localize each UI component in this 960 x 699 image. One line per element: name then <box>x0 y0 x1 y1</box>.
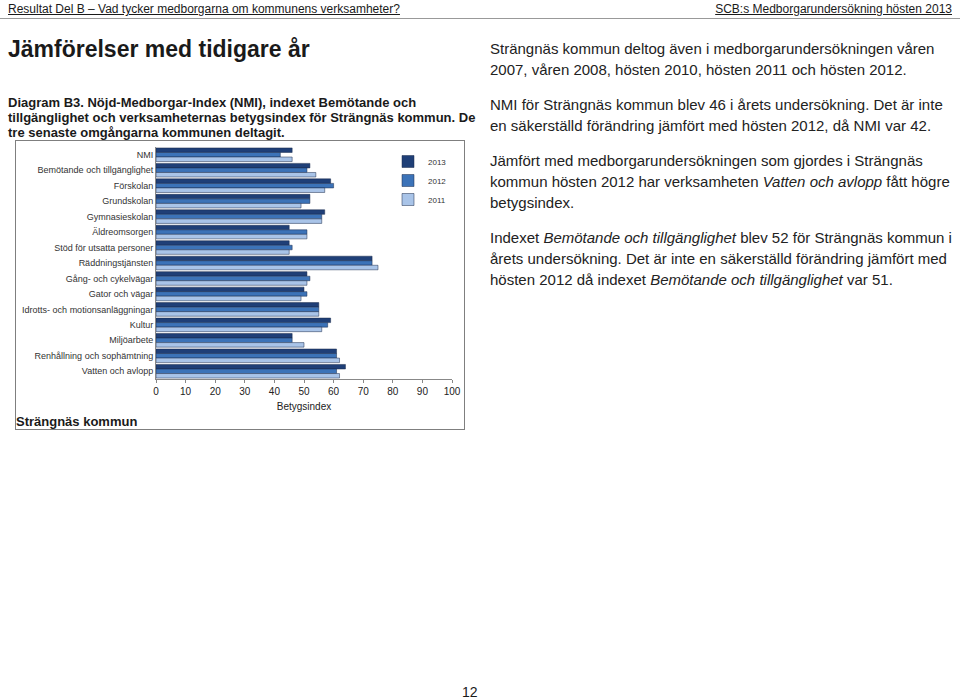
svg-text:80: 80 <box>387 386 399 397</box>
svg-text:Grundskolan: Grundskolan <box>102 196 153 206</box>
svg-text:100: 100 <box>444 386 461 397</box>
svg-text:Betygsindex: Betygsindex <box>277 401 331 412</box>
svg-text:Renhållning och sophämtning: Renhållning och sophämtning <box>35 351 154 361</box>
svg-text:Stöd för utsatta personer: Stöd för utsatta personer <box>54 243 153 253</box>
html-text:Jämförelser med tidigare år: Jämförelser med tidigare år <box>8 36 310 62</box>
svg-text:Gator och vägar: Gator och vägar <box>89 289 154 299</box>
html-text:Diagram B3. Nöjd-Medborgar-Ind: Diagram B3. Nöjd-Medborgar-Index (NMI), … <box>8 95 476 140</box>
svg-text:40: 40 <box>269 386 281 397</box>
html-text:Jämfört med medborgarundersökn: Jämfört med medborgarundersökningen som … <box>490 152 950 211</box>
svg-text:Gymnasieskolan: Gymnasieskolan <box>87 212 154 222</box>
svg-text:50: 50 <box>298 386 310 397</box>
svg-text:10: 10 <box>180 386 192 397</box>
svg-text:Idrotts- och motionsanläggning: Idrotts- och motionsanläggningar <box>22 305 153 315</box>
svg-text:0: 0 <box>153 386 159 397</box>
svg-text:60: 60 <box>328 386 340 397</box>
svg-text:2013: 2013 <box>428 158 446 167</box>
html-text:12: 12 <box>462 684 478 699</box>
svg-text:Vatten och avlopp: Vatten och avlopp <box>82 366 153 376</box>
svg-text:Räddningstjänsten: Räddningstjänsten <box>79 258 154 268</box>
svg-text:2012: 2012 <box>428 177 446 186</box>
html-text:Strängnäs kommun deltog även i: Strängnäs kommun deltog även i medborgar… <box>490 40 935 78</box>
svg-text:70: 70 <box>358 386 370 397</box>
html-text:Strängnäs kommun: Strängnäs kommun <box>16 414 138 429</box>
svg-text:90: 90 <box>417 386 429 397</box>
html-text:Resultat Del B – Vad tycker me: Resultat Del B – Vad tycker medborgarna … <box>8 2 400 16</box>
svg-text:30: 30 <box>239 386 251 397</box>
html-text:Indexet Bemötande och tillgäng: Indexet Bemötande och tillgänglighet ble… <box>490 229 952 288</box>
svg-text:20: 20 <box>210 386 222 397</box>
html-text:NMI för Strängnäs kommun blev: NMI för Strängnäs kommun blev 46 i årets… <box>490 96 943 134</box>
svg-text:Gång- och cykelvägar: Gång- och cykelvägar <box>66 274 154 284</box>
svg-text:2011: 2011 <box>428 196 446 205</box>
html-text:SCB:s Medborgarundersökning hö: SCB:s Medborgarundersökning hösten 2013 <box>715 2 952 16</box>
svg-text:Bemötande och tillgänglighet: Bemötande och tillgänglighet <box>38 165 154 175</box>
svg-text:NMI: NMI <box>137 150 154 160</box>
svg-text:Förskolan: Förskolan <box>114 181 154 191</box>
svg-text:Äldreomsorgen: Äldreomsorgen <box>92 227 153 237</box>
svg-text:Kultur: Kultur <box>130 320 154 330</box>
svg-text:Miljöarbete: Miljöarbete <box>109 335 153 345</box>
